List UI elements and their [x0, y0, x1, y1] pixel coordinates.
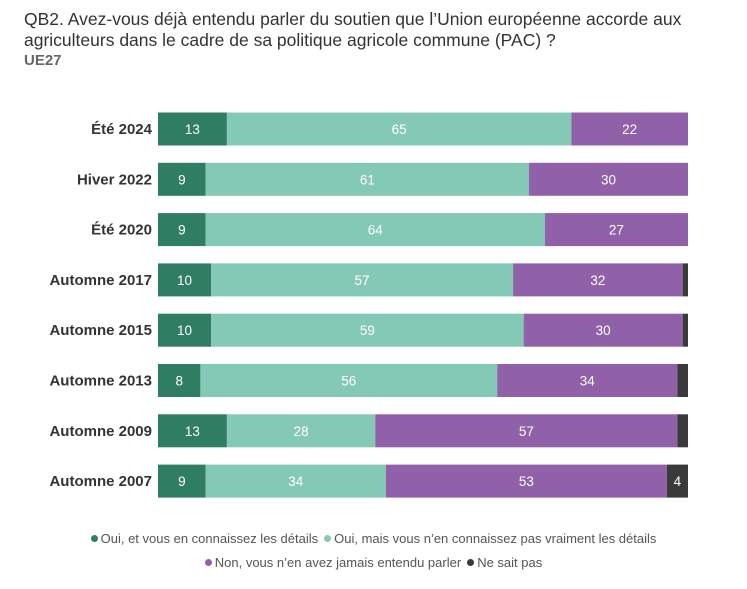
bar-segment: [677, 364, 688, 397]
data-label: 4: [674, 474, 682, 489]
bar-segment: [677, 414, 688, 448]
legend-dot-icon: [90, 535, 98, 542]
data-label: 34: [580, 374, 596, 389]
category-label: Hiver 2022: [77, 171, 152, 188]
legend-item: Oui, et vous en connaissez les détails: [90, 531, 319, 546]
chart-subtitle: UE27: [24, 52, 62, 69]
bar-segment: [205, 213, 545, 247]
data-label: 56: [341, 374, 356, 389]
bar-segment: [158, 414, 227, 448]
legend-item: Ne sait pas: [467, 555, 542, 570]
data-label: 10: [177, 273, 192, 288]
legend-label: Oui, mais vous n’en connaissez pas vraim…: [334, 531, 657, 546]
data-label: 65: [392, 122, 407, 137]
bar-segment: [513, 263, 683, 297]
legend-dot-icon: [204, 559, 212, 566]
category-label: Automne 2007: [49, 473, 152, 490]
category-label: Automne 2015: [49, 322, 152, 339]
bar-segment: [211, 263, 514, 297]
legend-dot-icon: [324, 535, 332, 542]
legend-label: Oui, et vous en connaissez les détails: [100, 531, 319, 546]
category-label: Automne 2009: [49, 423, 152, 440]
bar-segment: [158, 213, 206, 247]
bar-segment: [385, 464, 667, 498]
data-label: 59: [360, 323, 375, 338]
bar-segment: [375, 414, 678, 448]
legend-label: Non, vous n’en avez jamais entendu parle…: [214, 555, 462, 570]
bar-segment: [158, 464, 206, 498]
bar-segment: [205, 464, 386, 498]
bar-segment: [158, 364, 201, 397]
legend-item: Oui, mais vous n’en connaissez pas vraim…: [324, 531, 656, 546]
category-label: Été 2024: [91, 121, 153, 138]
bar-segment: [158, 313, 211, 347]
bar-segment: [200, 364, 498, 397]
data-label: 57: [519, 424, 534, 439]
data-label: 61: [360, 172, 375, 187]
data-label: 30: [601, 172, 616, 187]
data-label: 22: [622, 122, 637, 137]
data-label: 30: [596, 323, 611, 338]
data-label: 53: [519, 474, 534, 489]
data-label: 9: [178, 474, 186, 489]
data-label: 9: [178, 223, 186, 238]
chart-title: QB2. Avez-vous déjà entendu parler du so…: [24, 9, 682, 50]
bar-segment: [523, 313, 683, 347]
bar-segment: [211, 313, 524, 347]
bar-segment: [226, 112, 572, 146]
data-label: 32: [590, 273, 605, 288]
data-label: 9: [178, 172, 186, 187]
bar-segment: [205, 162, 529, 196]
bar-segment: [226, 414, 376, 448]
data-label: 64: [368, 223, 384, 238]
legend-label: Ne sait pas: [477, 555, 543, 570]
stacked-bar-chart: Été 2024 13 65 22 Hiver 2022 9 61 30 Été 2020 9 64…: [49, 112, 688, 498]
bar-segment: [682, 263, 688, 297]
category-label: Été 2020: [91, 222, 152, 239]
bar-segment: [158, 112, 227, 146]
bar-segment: [666, 464, 688, 498]
bar-segment: [158, 162, 206, 196]
data-label: 27: [609, 223, 624, 238]
data-label: 57: [355, 273, 370, 288]
data-label: 34: [288, 474, 304, 489]
data-label: 13: [185, 424, 200, 439]
data-label: 10: [177, 323, 192, 338]
category-label: Automne 2013: [49, 373, 152, 390]
bar-segment: [497, 364, 678, 397]
legend-item: Non, vous n’en avez jamais entendu parle…: [204, 555, 462, 570]
bar-segment: [158, 263, 211, 297]
legend-dot-icon: [467, 559, 475, 566]
data-label: 13: [185, 122, 200, 137]
legend-row: Oui, et vous en connaissez les détails Ou…: [0, 531, 747, 546]
data-label: 8: [175, 374, 183, 389]
bar-segment: [529, 162, 688, 196]
bar-segment: [544, 213, 688, 247]
bar-segment: [571, 112, 688, 146]
category-label: Automne 2017: [49, 272, 152, 289]
bar-segment: [682, 313, 688, 347]
legend-row: Non, vous n’en avez jamais entendu parle…: [0, 555, 747, 570]
data-label: 28: [294, 424, 309, 439]
